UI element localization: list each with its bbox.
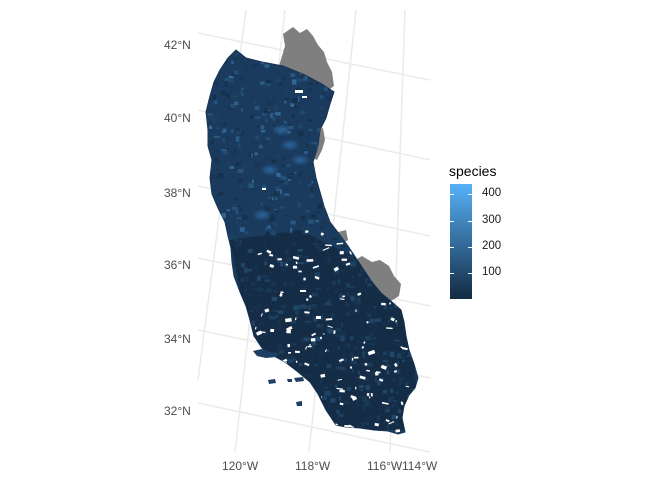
island-2 (268, 379, 276, 384)
island-6 (322, 396, 327, 400)
legend-tick-mark (450, 220, 454, 222)
legend-tick-mark (450, 246, 454, 248)
legend-tick-mark (450, 194, 454, 196)
no-data-regions (279, 27, 401, 301)
legend-tick-mark (468, 272, 472, 274)
graticule-lat-32 (197, 402, 431, 453)
x-tick-label: 114°W (402, 459, 438, 473)
legend-tick-mark (468, 194, 472, 196)
y-tick-label: 42°N (164, 38, 191, 52)
x-tick-label: 118°W (295, 459, 331, 473)
island-4 (294, 377, 304, 382)
y-tick-label: 36°N (164, 258, 191, 272)
y-tick-label: 40°N (164, 111, 191, 125)
legend-tick-label: 300 (482, 213, 502, 226)
legend-tick-label: 400 (482, 187, 502, 200)
y-tick-label: 34°N (164, 332, 191, 346)
legend-tick-mark (468, 220, 472, 222)
island-1 (253, 349, 279, 358)
legend-colorbar (450, 184, 472, 299)
x-tick-label: 116°W (367, 459, 403, 473)
y-tick-label: 32°N (164, 404, 191, 418)
no-data-region-northeast (279, 27, 334, 92)
channel-islands (253, 349, 327, 406)
legend-tick-label: 200 (482, 239, 502, 252)
legend-tick-label: 100 (482, 265, 502, 278)
legend-tick-mark (468, 246, 472, 248)
no-data-region-central-east (338, 230, 348, 244)
island-3 (287, 379, 292, 382)
no-data-region-east (352, 256, 401, 301)
island-5 (296, 401, 302, 406)
legend-tick-mark (450, 272, 454, 274)
legend-title: species (449, 163, 497, 179)
x-tick-label: 120°W (222, 459, 259, 473)
y-tick-label: 38°N (164, 186, 191, 200)
